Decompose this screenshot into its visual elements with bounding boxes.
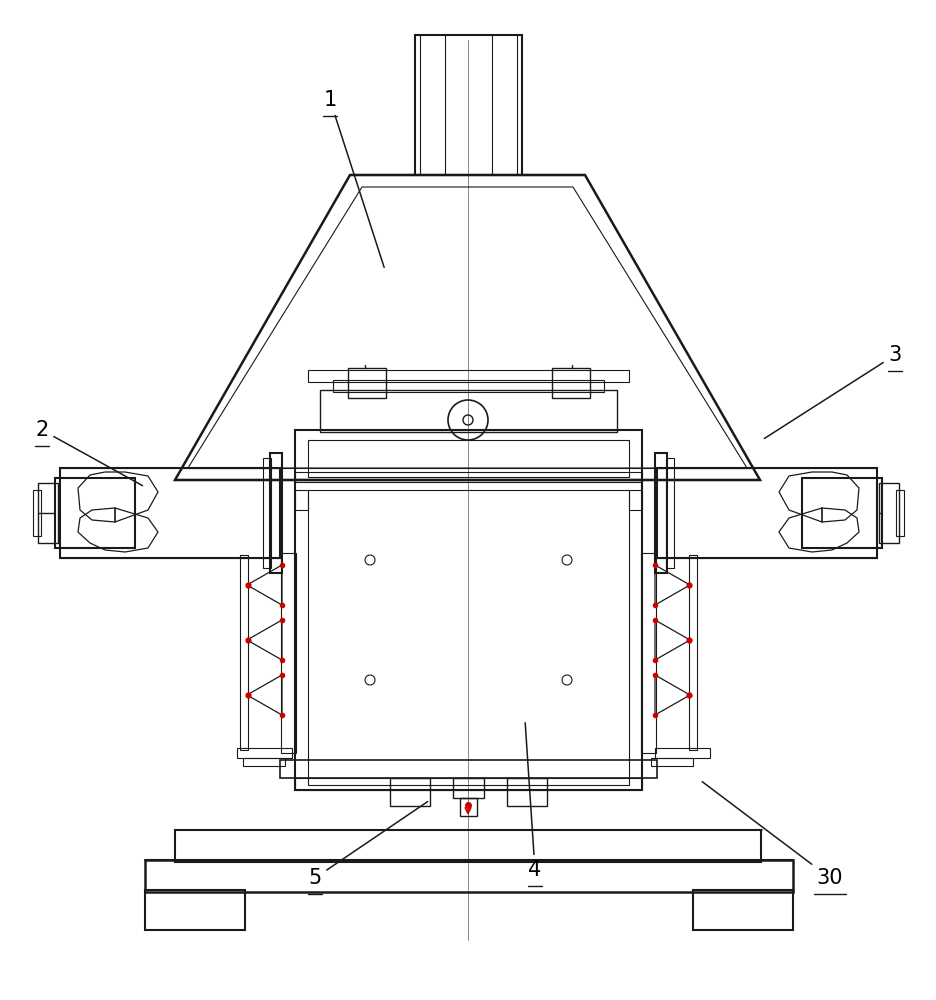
Bar — [801, 478, 881, 548]
Bar — [551, 368, 590, 398]
Bar — [280, 760, 656, 778]
Bar — [38, 483, 58, 543]
Bar — [295, 480, 641, 790]
Bar — [654, 748, 709, 758]
Bar — [295, 778, 641, 790]
Bar — [651, 758, 693, 766]
Bar — [640, 553, 655, 753]
Text: 4: 4 — [524, 723, 541, 880]
Bar — [33, 490, 41, 536]
Bar — [242, 758, 285, 766]
Bar — [281, 553, 296, 753]
Bar — [460, 798, 476, 816]
Bar — [654, 453, 666, 573]
Bar — [506, 778, 547, 806]
Bar — [145, 860, 792, 892]
Bar — [332, 380, 604, 392]
Bar — [308, 440, 628, 477]
Bar — [237, 748, 292, 758]
Bar — [878, 483, 898, 543]
Text: 3: 3 — [764, 345, 900, 439]
Bar — [295, 472, 641, 482]
Bar — [145, 890, 244, 930]
Text: 5: 5 — [308, 802, 427, 888]
Bar — [656, 468, 876, 558]
Bar — [688, 555, 696, 750]
Bar — [263, 458, 271, 568]
Bar — [175, 830, 760, 862]
Text: 2: 2 — [36, 420, 142, 486]
Bar — [389, 778, 430, 806]
Bar — [55, 478, 135, 548]
Bar — [308, 490, 628, 785]
Bar — [295, 430, 641, 480]
Text: 1: 1 — [323, 90, 384, 267]
Bar — [320, 390, 616, 432]
Bar — [452, 778, 484, 798]
Bar — [665, 458, 673, 568]
Bar — [895, 490, 903, 536]
Bar — [240, 555, 248, 750]
Bar — [308, 370, 628, 382]
Bar — [347, 368, 386, 398]
Text: 30: 30 — [701, 782, 842, 888]
Bar — [60, 468, 280, 558]
Bar — [693, 890, 792, 930]
Bar — [270, 453, 282, 573]
Bar — [415, 35, 521, 175]
